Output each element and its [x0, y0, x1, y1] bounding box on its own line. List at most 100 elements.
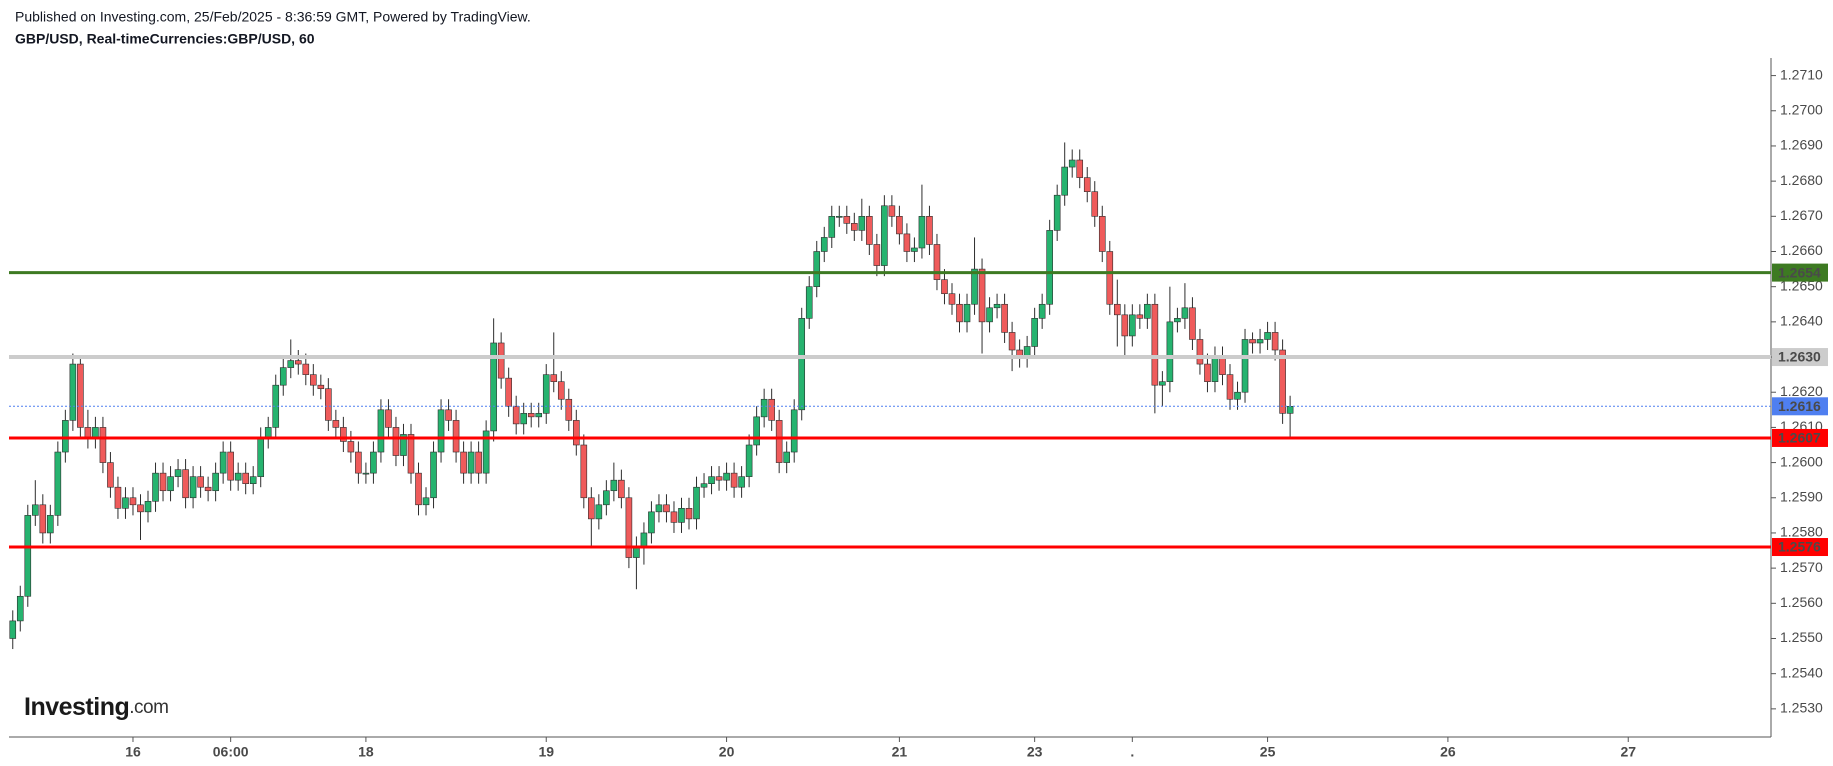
- candle-body: [986, 307, 993, 323]
- candle-body: [24, 515, 32, 597]
- candle-body: [1031, 318, 1038, 347]
- candle-body: [1076, 159, 1084, 178]
- candle-body: [234, 472, 242, 481]
- x-tick-label: 27: [1620, 744, 1636, 760]
- y-tick-label: 1.2680: [1780, 172, 1823, 188]
- candle-body: [896, 216, 903, 235]
- candle-body: [197, 476, 204, 488]
- x-tick-label: 19: [538, 744, 554, 760]
- y-tick-label: 1.2590: [1780, 488, 1823, 504]
- level-label-box: [1772, 263, 1828, 282]
- candle-body: [437, 409, 445, 453]
- x-tick-label: 25: [1260, 744, 1276, 760]
- candle-body: [302, 363, 310, 375]
- candle-body: [137, 504, 144, 513]
- candle-body: [1286, 405, 1294, 414]
- y-tick-label: 1.2660: [1780, 242, 1823, 258]
- candle-body: [497, 342, 505, 379]
- candle-body: [182, 469, 189, 499]
- level-label: 1.2576: [1778, 539, 1821, 555]
- candle-body: [888, 205, 896, 217]
- candle-body: [370, 451, 377, 474]
- candle-body: [557, 381, 565, 400]
- y-tick-label: 1.2530: [1780, 700, 1823, 716]
- candle-body: [843, 216, 851, 224]
- candle-body: [911, 247, 918, 252]
- candle-body: [144, 500, 152, 513]
- candle-body: [775, 420, 783, 463]
- candle-body: [310, 374, 317, 386]
- candle-body: [1166, 321, 1174, 382]
- candle-body: [279, 367, 287, 386]
- candle-body: [392, 427, 400, 456]
- candle-body: [873, 244, 881, 266]
- candle-body: [340, 427, 347, 442]
- candle-body: [1046, 230, 1053, 305]
- level-label: 1.2616: [1778, 398, 1821, 414]
- candle-body: [835, 216, 843, 218]
- candle-body: [820, 237, 828, 252]
- candle-body: [167, 476, 174, 492]
- candle-body: [287, 360, 295, 368]
- candle-body: [1106, 251, 1114, 305]
- level-label: 1.2630: [1778, 349, 1821, 365]
- candle-body: [362, 472, 370, 475]
- candle-body: [114, 486, 122, 509]
- candle-body: [54, 451, 62, 516]
- candle-body: [460, 451, 467, 474]
- x-tick-label: 20: [719, 744, 735, 760]
- candle-body: [933, 244, 941, 280]
- candle-body: [512, 405, 520, 425]
- candle-body: [828, 216, 836, 238]
- y-tick-label: 1.2640: [1780, 313, 1823, 329]
- candle-body: [1053, 194, 1061, 231]
- candle-body: [159, 472, 167, 492]
- candle-body: [1256, 339, 1264, 344]
- candle-body: [1219, 356, 1226, 375]
- candle-body: [1151, 303, 1159, 386]
- candle-body: [851, 223, 858, 231]
- candle-body: [918, 216, 926, 249]
- candle-body: [332, 420, 340, 428]
- candle-body: [783, 451, 790, 463]
- candle-body: [16, 595, 24, 622]
- candle-body: [790, 409, 798, 453]
- candle-body: [9, 620, 17, 639]
- candle-body: [92, 427, 99, 439]
- levels: 1.2654 1.2630 1.2616 1.2607 1.2576: [9, 263, 1828, 557]
- candle-body: [1129, 314, 1136, 337]
- candle-body: [1264, 332, 1271, 340]
- candle-body: [1038, 303, 1046, 319]
- candle-body: [1211, 356, 1219, 382]
- candle-body: [685, 508, 693, 520]
- candle-body: [866, 216, 873, 245]
- candle-body: [84, 427, 92, 439]
- candle-body: [730, 472, 738, 488]
- candle-body: [31, 504, 39, 516]
- candle-body: [580, 444, 588, 499]
- x-tick-label: .: [1130, 744, 1134, 760]
- candle-body: [648, 511, 655, 534]
- candle-body: [723, 472, 730, 481]
- candle-body: [903, 233, 911, 252]
- candle-body: [505, 377, 512, 407]
- candle-body: [77, 363, 84, 428]
- level-label-box: [1772, 428, 1828, 447]
- level-label-box: [1772, 348, 1828, 367]
- y-tick-label: 1.2600: [1780, 453, 1823, 469]
- candle-body: [257, 437, 265, 477]
- candle-body: [625, 497, 633, 558]
- x-tick-label: 16: [125, 744, 141, 760]
- candle-body: [565, 398, 573, 421]
- candle-body: [798, 318, 806, 411]
- candle-body: [1271, 332, 1279, 351]
- candle-body: [805, 286, 813, 319]
- y-tick-label: 1.2570: [1780, 559, 1823, 575]
- logo-suffix: .com: [129, 697, 168, 718]
- candle-body: [189, 476, 197, 499]
- candle-body: [745, 444, 753, 477]
- candle-body: [640, 532, 648, 548]
- candle-body: [1136, 314, 1144, 319]
- y-tick-label: 1.2620: [1780, 383, 1823, 399]
